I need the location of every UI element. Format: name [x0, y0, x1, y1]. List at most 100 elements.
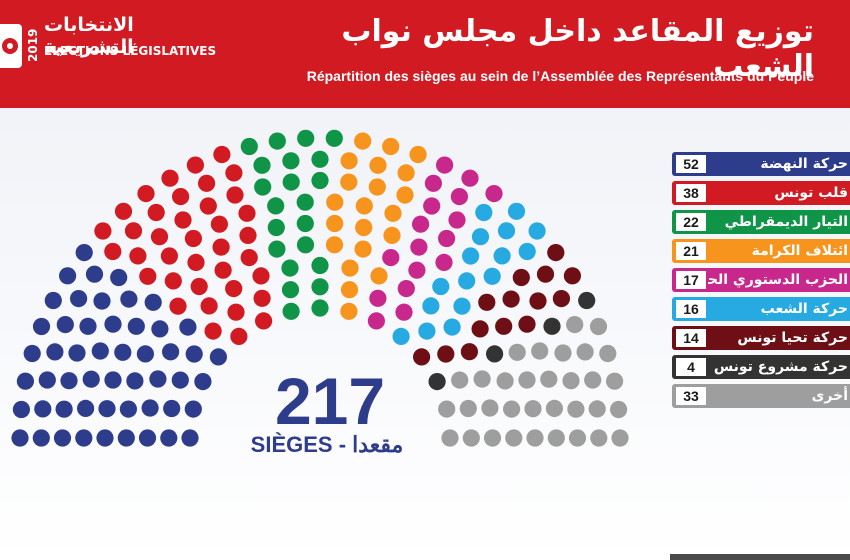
seat — [174, 211, 192, 229]
seat — [254, 178, 272, 196]
hemicycle-chart — [11, 129, 629, 447]
seat — [268, 240, 286, 258]
seat — [296, 193, 314, 211]
seat — [369, 156, 387, 174]
seat — [518, 371, 536, 389]
seat — [369, 289, 387, 307]
seat — [186, 156, 204, 174]
seat — [137, 185, 155, 203]
seat — [225, 280, 243, 298]
seat — [70, 290, 88, 308]
seat — [311, 150, 329, 168]
seat — [481, 399, 499, 417]
seat — [589, 317, 608, 336]
seat — [461, 169, 479, 187]
seat — [138, 429, 157, 447]
seat — [611, 429, 629, 447]
seat — [497, 222, 516, 240]
seat — [119, 400, 137, 418]
seat — [355, 218, 373, 237]
seat — [606, 372, 624, 390]
seat — [478, 293, 496, 311]
seat — [397, 164, 415, 182]
seat — [226, 186, 244, 204]
seat — [584, 371, 602, 389]
elections-title-ar: الانتخابات التشريعية — [44, 14, 134, 58]
seat — [566, 316, 584, 334]
seat — [75, 429, 93, 447]
legend-item: 4 حركة مشروع تونس — [672, 355, 850, 379]
seat — [368, 178, 386, 196]
legend-party-name: الحزب الدستوري الحر — [708, 272, 848, 288]
seat — [502, 290, 520, 308]
seat — [536, 265, 555, 283]
seat — [475, 203, 493, 222]
total-seats-label: SIÈGES - مقعدا — [250, 432, 404, 457]
seat — [16, 372, 34, 390]
seat — [507, 202, 526, 220]
seat — [568, 429, 587, 447]
seat — [281, 281, 300, 299]
seat — [129, 247, 147, 265]
seat — [524, 400, 542, 418]
seat — [160, 247, 178, 265]
seat — [282, 152, 300, 170]
seat — [438, 400, 456, 418]
seat — [340, 302, 358, 320]
seat — [297, 129, 315, 147]
seat — [311, 299, 329, 317]
seat — [169, 297, 187, 315]
legend-party-name: حركة تحيا تونس — [737, 330, 848, 346]
seat — [531, 342, 549, 360]
seat — [253, 289, 271, 307]
seat — [448, 211, 466, 229]
legend-party-name: قلب تونس — [774, 185, 848, 201]
seat — [126, 372, 144, 390]
seat — [60, 372, 78, 390]
seat — [508, 343, 526, 361]
seat — [184, 229, 202, 248]
seat — [588, 400, 606, 418]
seat — [187, 253, 205, 271]
seat — [563, 267, 582, 285]
seat — [147, 203, 165, 222]
seat — [104, 371, 122, 389]
seat — [528, 222, 546, 240]
seat — [458, 272, 476, 290]
seat — [267, 218, 285, 237]
page-title-fr: Répartition des sièges au sein de l’Asse… — [306, 68, 814, 84]
seat — [554, 344, 572, 362]
legend-item: 14 حركة تحيا تونس — [672, 326, 850, 350]
legend-seat-count: 17 — [676, 271, 706, 289]
legend-item: 52 حركة النهضة — [672, 152, 850, 176]
seat — [225, 164, 243, 182]
seat — [240, 249, 258, 267]
legend-item: 21 ائتلاف الكرامة — [672, 239, 850, 263]
seat — [326, 193, 344, 211]
seat — [354, 132, 372, 150]
seat — [160, 429, 178, 447]
seat — [483, 429, 502, 447]
seat — [94, 222, 112, 240]
seat — [255, 312, 273, 330]
seat — [268, 132, 286, 150]
seat — [79, 317, 97, 335]
seat — [296, 236, 315, 254]
seat — [395, 303, 413, 321]
legend-item: 38 قلب تونس — [672, 181, 850, 205]
seat — [413, 348, 431, 366]
seat — [392, 327, 410, 345]
seat — [367, 312, 385, 330]
seat — [150, 228, 169, 246]
seat — [98, 400, 116, 418]
seat — [471, 320, 489, 338]
seat — [576, 343, 594, 361]
seat — [114, 202, 133, 220]
elections-title-fr: ÉLECTIONS LÉGISLATIVES — [44, 44, 217, 58]
seat — [214, 261, 232, 279]
seat — [409, 145, 427, 164]
seat — [512, 268, 530, 287]
legend-seat-count: 14 — [676, 329, 706, 347]
seat — [529, 292, 547, 310]
seat — [590, 429, 608, 447]
